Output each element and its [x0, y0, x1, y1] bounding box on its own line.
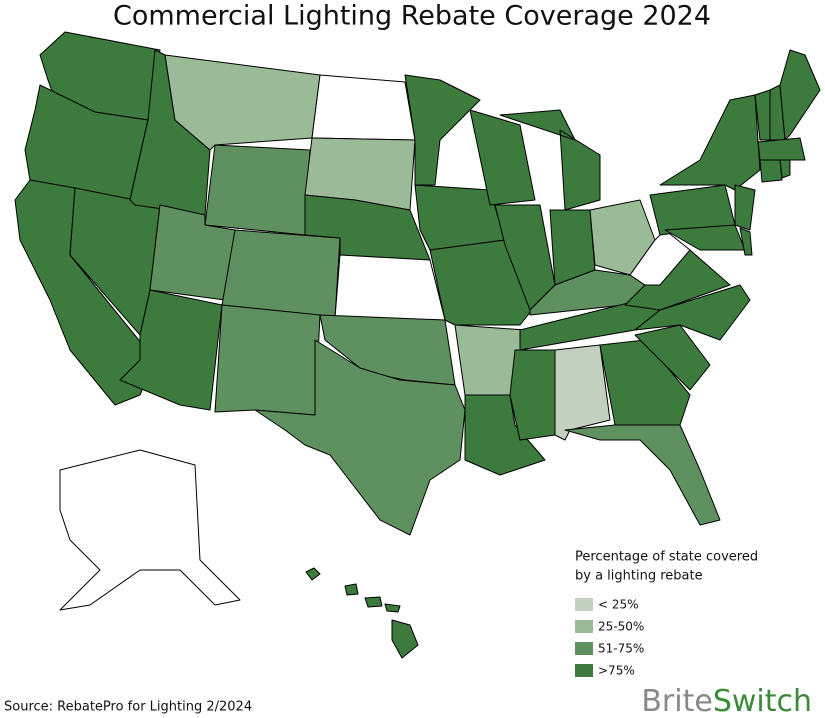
source-note: Source: RebatePro for Lighting 2/2024: [4, 700, 252, 715]
state: [311, 74, 416, 141]
state: [214, 304, 321, 416]
legend-swatch: [575, 598, 593, 611]
state: [334, 254, 446, 321]
state: [757, 137, 806, 161]
state: [499, 109, 601, 211]
state: [779, 159, 791, 179]
legend-label: >75%: [598, 664, 635, 678]
state: [734, 184, 756, 231]
legend-title: Percentage of state covered: [575, 550, 758, 565]
state: [739, 227, 753, 256]
brand-logo: BriteSwitch: [641, 684, 812, 718]
brand-part: Brite: [641, 684, 712, 718]
brand-part: Switch: [713, 684, 812, 718]
state: [404, 74, 481, 186]
state: [634, 324, 711, 391]
state: [59, 449, 241, 611]
state: [599, 339, 691, 426]
state: [469, 109, 536, 206]
state: [305, 567, 419, 659]
legend-swatch: [575, 620, 593, 633]
states: [14, 31, 821, 659]
legend-label: 25-50%: [598, 620, 644, 634]
legend-title: by a lighting rebate: [575, 569, 703, 584]
state: [509, 349, 556, 441]
state: [624, 249, 731, 311]
map-title: Commercial Lighting Rebate Coverage 2024: [113, 1, 711, 32]
legend-swatch: [575, 642, 593, 655]
state: [759, 159, 783, 183]
state: [221, 229, 341, 319]
state: [254, 339, 466, 536]
legend: < 25% 25-50% 51-75% >75%: [575, 598, 644, 678]
legend-swatch: [575, 664, 593, 677]
state: [119, 289, 223, 411]
state: [564, 424, 721, 526]
state: [629, 229, 691, 286]
state: [204, 144, 311, 236]
legend-label: 51-75%: [598, 642, 644, 656]
state: [659, 94, 761, 191]
state: [554, 344, 611, 441]
legend-label: < 25%: [598, 598, 639, 612]
state: [779, 49, 821, 141]
